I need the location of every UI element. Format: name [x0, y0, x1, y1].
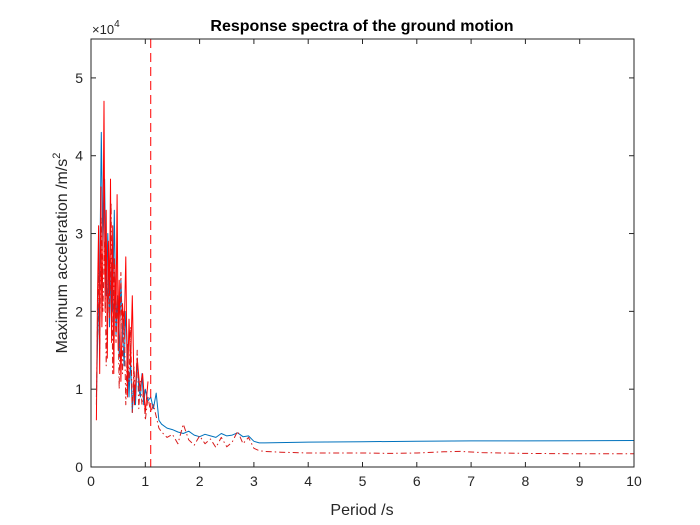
y-axis-label-text: Maximum acceleration /m/s: [54, 159, 71, 354]
x-axis-label: Period /s: [330, 502, 393, 519]
series-line-2: [95, 100, 149, 421]
y-tick-label: 4: [75, 148, 83, 164]
x-tick-label: 1: [141, 473, 149, 489]
y-tick-label: 2: [75, 303, 83, 319]
chart-title: Response spectra of the ground motion: [210, 18, 513, 35]
y-axis-label: Maximum acceleration /m/s2: [51, 153, 71, 354]
y-exponent-prefix: ×10: [92, 22, 114, 37]
series-layer: [95, 100, 635, 455]
y-axis-label-group: Maximum acceleration /m/s2: [51, 153, 71, 354]
y-axis-label-superscript: 2: [51, 153, 63, 159]
series-line-3: [95, 201, 634, 455]
tick-layer: 0 1 2 3 4 5 6 7 8 9 10 0 1 2 3 4 5: [75, 39, 642, 489]
x-tick-label: 10: [626, 473, 642, 489]
y-exponent-power: 4: [114, 19, 120, 30]
x-tick-label: 7: [467, 473, 475, 489]
x-tick-label: 3: [250, 473, 258, 489]
y-tick-label: 3: [75, 226, 83, 242]
x-tick-label: 5: [359, 473, 367, 489]
plot-area: [91, 39, 634, 467]
x-tick-label: 9: [576, 473, 584, 489]
x-tick-label: 4: [304, 473, 312, 489]
y-exponent-label: ×104: [92, 19, 120, 37]
x-tick-label: 2: [196, 473, 204, 489]
y-tick-label: 0: [75, 459, 83, 475]
x-tick-label: 6: [413, 473, 421, 489]
x-tick-label: 0: [87, 473, 95, 489]
y-tick-label: 1: [75, 381, 83, 397]
x-tick-label: 8: [522, 473, 530, 489]
y-tick-label: 5: [75, 70, 83, 86]
